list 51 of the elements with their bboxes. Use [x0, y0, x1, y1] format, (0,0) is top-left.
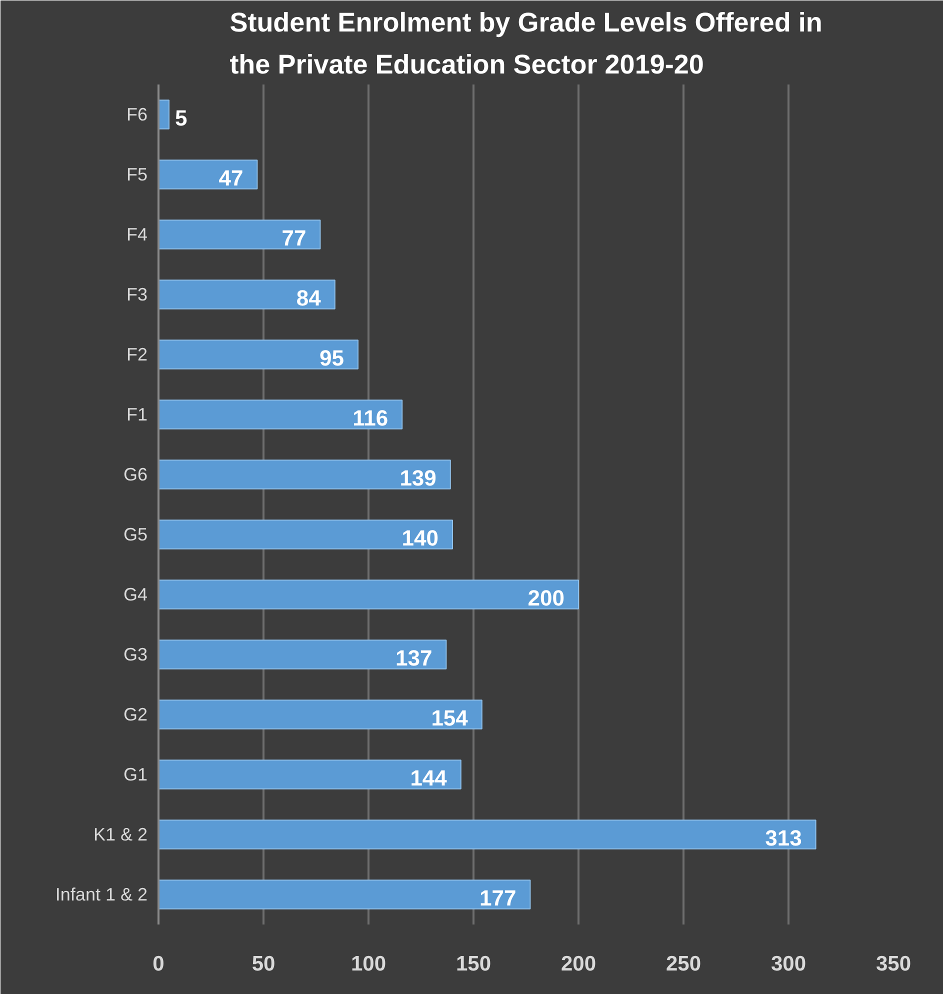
bar: [158, 100, 170, 130]
bar: [158, 820, 816, 850]
y-tick-label: G2: [123, 704, 148, 724]
y-tick-label: F6: [126, 104, 148, 124]
data-label: 154: [431, 706, 469, 730]
bar: [158, 280, 336, 310]
bar: [158, 760, 462, 790]
x-tick-label: 350: [876, 952, 912, 976]
data-label: 95: [320, 346, 344, 370]
x-tick-label: 200: [560, 952, 596, 976]
data-label: 47: [218, 166, 244, 190]
bar: [158, 640, 447, 670]
data-label: 84: [296, 286, 322, 310]
data-label: 5: [175, 106, 188, 130]
x-tick-label: 100: [350, 952, 386, 976]
data-label: 139: [400, 466, 436, 490]
bar: [158, 400, 403, 430]
data-label: 140: [402, 526, 439, 550]
x-tick-label: 50: [252, 952, 276, 976]
bar: [158, 520, 453, 550]
y-tick-label: Infant 1 & 2: [55, 884, 148, 904]
data-label: 177: [479, 886, 516, 910]
y-tick-label: G6: [123, 464, 148, 484]
data-label: 313: [765, 826, 802, 850]
bar: [158, 880, 531, 910]
y-tick-label: F1: [126, 404, 148, 424]
bar: [158, 160, 258, 190]
data-label: 116: [352, 406, 388, 430]
x-tick-label: 150: [456, 952, 492, 976]
bar: [158, 700, 482, 730]
x-tick-label: 300: [770, 952, 806, 976]
data-label: 137: [395, 646, 432, 670]
bar: [158, 220, 321, 250]
data-label: 200: [528, 586, 565, 610]
x-tick-label: 250: [666, 952, 702, 976]
y-tick-label: K1 & 2: [93, 824, 148, 844]
bar: [158, 580, 579, 610]
y-tick-label: F3: [126, 284, 148, 304]
y-tick-label: G4: [123, 584, 148, 604]
y-tick-label: F2: [126, 344, 148, 364]
bar: [158, 340, 358, 370]
bar: [158, 460, 451, 490]
data-label: 144: [410, 766, 448, 790]
y-tick-label: F5: [126, 164, 148, 184]
y-tick-label: G3: [123, 644, 148, 664]
x-tick-label: 0: [152, 952, 164, 976]
data-label: 77: [282, 226, 306, 250]
y-tick-label: F4: [126, 224, 148, 244]
y-tick-label: G1: [123, 764, 148, 784]
y-tick-label: G5: [123, 524, 148, 544]
chart-title: Student Enrolment by Grade Levels Offered in the Private Education Sector 2019-20: [230, 8, 822, 80]
